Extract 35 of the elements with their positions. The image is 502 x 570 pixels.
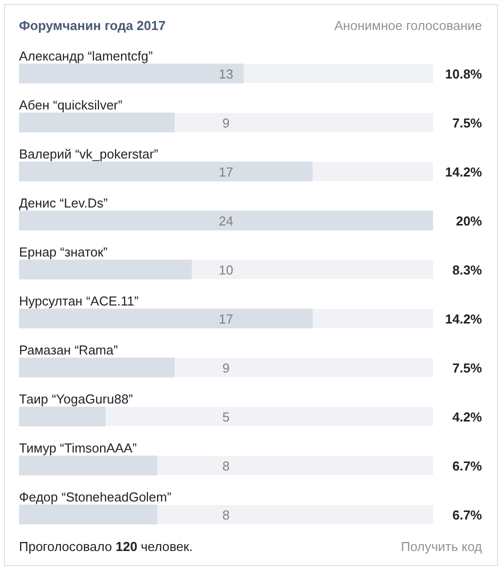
data-label: 9 (222, 116, 230, 130)
text: Проголосовало 120 человек. (19, 539, 193, 554)
data-label: 13 (218, 66, 234, 82)
data-label: 9 (222, 360, 230, 376)
text: 6.7% (452, 508, 482, 522)
text: 6.7% (452, 458, 482, 474)
chart-subtitle: Анонимное голосование (334, 18, 482, 33)
y-tick-label: Валерий “vk_pokerstar” (19, 146, 158, 162)
chart-title: Форумчанин года 2017 (19, 18, 166, 33)
text: 4.2% (452, 410, 482, 424)
y-tick-label: Ернар “знаток” (19, 244, 108, 260)
y-tick-label: Нурсултан “ACE.11” (19, 294, 139, 308)
y-tick-label: Рамазан “Rama” (19, 342, 118, 358)
data-label: 8 (222, 508, 230, 522)
y-tick-label: Тимур “TimsonAAA” (19, 440, 137, 456)
data-label: 8 (222, 458, 230, 474)
data-label: 5 (222, 410, 230, 424)
data-label: 10 (218, 262, 234, 278)
text: 14.2% (445, 164, 482, 180)
text: 7.5% (452, 360, 482, 376)
data-label: 17 (218, 312, 234, 326)
y-tick-label: Федор “StoneheadGolem” (19, 490, 172, 504)
y-tick-label: Александр “lamentcfg” (19, 48, 153, 64)
data-label: 17 (218, 164, 234, 180)
text: 14.2% (445, 312, 482, 326)
y-tick-label: Денис “Lev.Ds” (19, 196, 108, 210)
bar (19, 406, 106, 426)
data-label: 24 (218, 214, 234, 228)
y-tick-label: Абен “quicksilver” (19, 98, 122, 112)
y-tick-label: Таир “YogaGuru88” (19, 392, 133, 406)
text: 8.3% (452, 262, 482, 278)
text: Получить код (400, 539, 482, 554)
text: 20% (456, 214, 482, 228)
text: 7.5% (452, 116, 482, 130)
text: 10.8% (445, 66, 482, 82)
